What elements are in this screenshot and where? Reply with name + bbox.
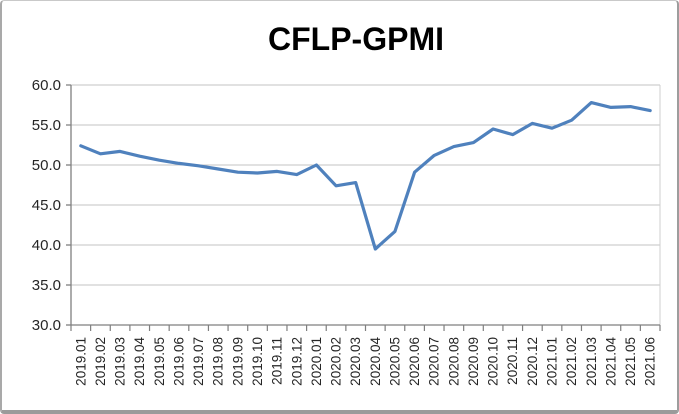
y-tick-label: 45.0 [32,197,61,214]
y-tick-label: 35.0 [32,277,61,294]
x-tick-label: 2020.11 [505,337,520,385]
x-tick-label: 2019.02 [93,337,108,386]
x-tick-label: 2019.01 [73,337,88,386]
x-tick-label: 2020.04 [368,337,383,386]
x-tick-label: 2019.10 [250,337,265,386]
x-tick-label: 2021.05 [623,337,638,386]
x-tick-label: 2021.01 [544,337,559,386]
y-tick-label: 50.0 [32,157,61,174]
x-tick-label: 2019.08 [211,337,226,386]
series-line [79,100,652,251]
x-tick-label: 2019.11 [270,337,285,385]
x-tick-label: 2021.04 [603,337,618,386]
x-tick-label: 2019.06 [171,337,186,386]
x-tick-label: 2020.07 [427,337,442,386]
x-tick-label: 2020.01 [309,337,324,386]
x-tick-label: 2019.07 [191,337,206,386]
x-tick-label: 2021.03 [584,337,599,386]
chart-title: CFLP-GPMI [268,21,444,57]
y-tick-label: 40.0 [32,237,61,254]
y-tick-label: 55.0 [32,117,61,134]
x-tick-label: 2020.12 [525,337,540,386]
x-tick-label: 2020.03 [348,337,363,386]
x-tick-label: 2020.08 [446,337,461,386]
x-tick-label: 2019.05 [152,337,167,386]
y-tick-label: 30.0 [32,317,61,334]
x-tick-label: 2019.12 [289,337,304,386]
y-tick-label: 60.0 [32,77,61,94]
x-tick-label: 2021.06 [643,337,658,386]
x-tick-label: 2020.09 [466,337,481,386]
x-tick-label: 2019.04 [132,337,147,386]
x-tick-label: 2021.02 [564,337,579,386]
x-tick-label: 2020.06 [407,337,422,386]
x-tick-label: 2020.05 [387,337,402,386]
x-tick-label: 2020.02 [329,337,344,386]
x-tick-label: 2020.10 [486,337,501,386]
x-tick-label: 2019.09 [230,337,245,386]
x-tick-label: 2019.03 [113,337,128,386]
